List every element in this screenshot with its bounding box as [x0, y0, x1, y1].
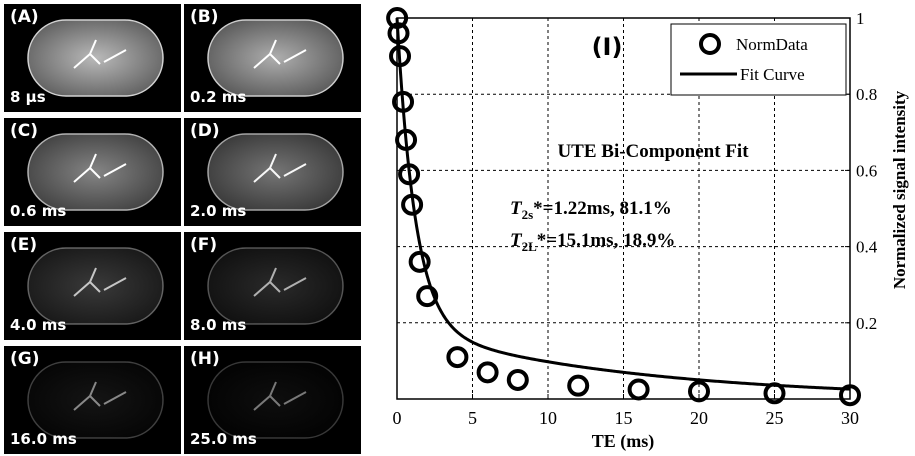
data-point	[408, 250, 431, 273]
panel-echo-time: 0.6 ms	[10, 202, 67, 220]
mri-panel-c: (C) 0.6 ms	[4, 118, 181, 226]
data-point	[392, 90, 415, 113]
panel-label: (H)	[190, 349, 220, 369]
y-tick-label: 0.6	[856, 161, 877, 180]
legend-marker-normdata	[699, 33, 721, 55]
annotation-t2s: T2s*=1.22ms, 81.1%	[510, 198, 672, 222]
data-point	[567, 374, 590, 397]
panel-echo-time: 16.0 ms	[10, 430, 77, 448]
data-point	[476, 361, 499, 384]
data-point	[398, 163, 421, 186]
ute-fit-chart: 0.2 0.4 0.6 0.8 1 0 5 10 15 20 25 30 (I) NormData …	[386, 7, 909, 452]
panel-label: (D)	[190, 121, 220, 141]
x-axis-ticks: 0 5 10 15 20 25 30	[393, 394, 859, 428]
panel-label: (A)	[10, 7, 39, 27]
panel-label: (G)	[10, 349, 40, 369]
x-tick-label: 5	[468, 408, 477, 428]
specimen-image	[27, 247, 164, 325]
x-tick-label: 20	[690, 408, 708, 428]
x-tick-label: 30	[841, 408, 859, 428]
data-point	[389, 45, 412, 68]
x-tick-label: 10	[539, 408, 557, 428]
data-point	[506, 368, 529, 391]
data-point	[763, 382, 786, 405]
x-tick-label: 25	[766, 408, 784, 428]
panel-echo-time: 8 μs	[10, 88, 46, 106]
panel-label: (B)	[190, 7, 219, 27]
panel-echo-time: 25.0 ms	[190, 430, 257, 448]
annotation-t2l: T2L*=15.1ms, 18.9%	[510, 230, 675, 254]
legend: NormData Fit Curve	[670, 23, 847, 96]
specimen-image	[207, 247, 344, 325]
mri-panel-e: (E) 4.0 ms	[4, 232, 181, 340]
data-points	[386, 7, 861, 407]
legend-box	[670, 23, 847, 96]
y-axis-ticks: 0.2 0.4 0.6 0.8 1	[845, 9, 878, 333]
specimen-image	[27, 133, 164, 211]
panel-label: (F)	[190, 235, 218, 255]
specimen-image	[207, 19, 344, 97]
panel-label: (C)	[10, 121, 39, 141]
data-point	[839, 384, 861, 407]
data-point	[627, 378, 650, 401]
specimen-image	[207, 361, 344, 439]
specimen-image	[27, 361, 164, 439]
mri-panel-a: (A) 8 μs	[4, 4, 181, 112]
x-tick-label: 15	[615, 408, 633, 428]
y-tick-label: 0.8	[856, 85, 877, 104]
y-tick-label: 0.4	[856, 238, 878, 257]
panel-echo-time: 8.0 ms	[190, 316, 247, 334]
mri-panel-g: (G) 16.0 ms	[4, 346, 181, 454]
y-tick-label: 0.2	[856, 314, 877, 333]
data-point	[688, 380, 710, 403]
panel-label: (E)	[10, 235, 38, 255]
x-tick-label: 0	[393, 408, 402, 428]
data-point	[446, 346, 469, 369]
x-axis-label: TE (ms)	[592, 431, 655, 452]
y-axis-label: Normalized signal intensity	[890, 90, 909, 289]
mri-panel-h: (H) 25.0 ms	[184, 346, 361, 454]
panel-echo-time: 0.2 ms	[190, 88, 247, 106]
panel-echo-time: 4.0 ms	[10, 316, 67, 334]
mri-panel-f: (F) 8.0 ms	[184, 232, 361, 340]
specimen-image	[27, 19, 164, 97]
legend-label-normdata: NormData	[736, 35, 808, 54]
data-point	[386, 7, 409, 29]
data-point	[416, 285, 439, 308]
specimen-image	[207, 133, 344, 211]
panel-echo-time: 2.0 ms	[190, 202, 247, 220]
data-point	[387, 22, 410, 45]
chart-panel-label: (I)	[592, 33, 623, 61]
data-point	[401, 193, 424, 216]
mri-panel-d: (D) 2.0 ms	[184, 118, 361, 226]
data-point	[395, 128, 418, 151]
annotation-title: UTE Bi-Component Fit	[557, 141, 749, 162]
y-tick-label: 1	[856, 9, 865, 28]
mri-panel-b: (B) 0.2 ms	[184, 4, 361, 112]
legend-label-fitcurve: Fit Curve	[740, 65, 805, 84]
